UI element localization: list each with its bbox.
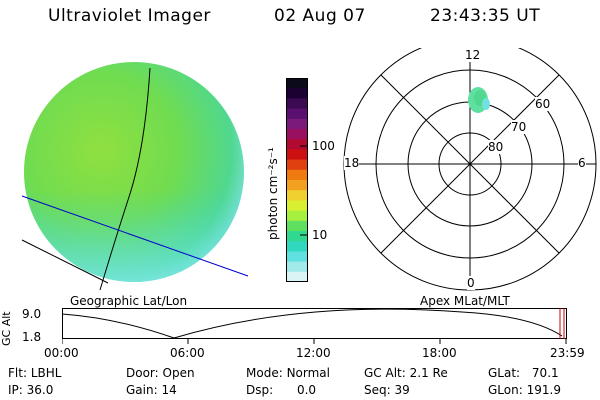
ytick-1-8: 1.8 — [22, 330, 42, 344]
colorbar-segment — [286, 118, 308, 130]
altitude-curve — [62, 308, 563, 339]
altitude-timeline — [62, 308, 567, 344]
info-ip: IP: 36.0 — [8, 383, 54, 397]
xtick-1800: 18:00 — [422, 346, 457, 360]
polar-plot — [343, 48, 597, 291]
lat-label-70: 70 — [511, 120, 527, 134]
mlt-label-0: 0 — [467, 276, 475, 290]
info-seq: Seq: 39 — [364, 383, 410, 397]
xtick-2359: 23:59 — [550, 346, 585, 360]
colorbar-tick-100: 100 — [312, 139, 335, 153]
colorbar-segment — [286, 251, 308, 263]
colorbar-segment — [286, 149, 308, 161]
info-gc-alt: GC Alt: 2.1 Re — [364, 366, 448, 380]
info-glon: GLon: 191.9 — [488, 383, 561, 397]
colorbar-segment — [286, 78, 308, 89]
info-glat: GLat: 70.1 — [488, 366, 559, 380]
colorbar-segment — [286, 159, 308, 171]
colorbar — [286, 78, 308, 282]
colorbar-segment — [286, 271, 308, 282]
time-label: 23:43:35 UT — [430, 6, 541, 26]
date-label: 02 Aug 07 — [274, 6, 366, 26]
colorbar-segment — [286, 200, 308, 212]
colorbar-segment — [286, 108, 308, 120]
colorbar-segment — [286, 98, 308, 110]
terminator-line — [21, 195, 249, 277]
colorbar-segment — [286, 180, 308, 191]
mlt-label-6: 6 — [578, 156, 586, 170]
xtick-0600: 06:00 — [170, 346, 205, 360]
info-dsp: Dsp: 0.0 — [246, 383, 317, 397]
info-mode: Mode: Normal — [246, 366, 330, 380]
earth-disk — [24, 62, 244, 282]
latitude-line — [21, 239, 109, 284]
mlt-label-12: 12 — [465, 48, 481, 62]
colorbar-segment — [286, 139, 308, 150]
ytick-9: 9.0 — [22, 307, 42, 321]
apex-label: Apex MLat/MLT — [420, 294, 510, 308]
timeline-ylabel: GC Alt — [0, 311, 13, 346]
colorbar-segment — [286, 129, 308, 140]
mlt-label-18: 18 — [344, 156, 360, 170]
auroral-blob — [468, 87, 490, 113]
colorbar-tick-10: 10 — [312, 228, 328, 242]
instrument-title: Ultraviolet Imager — [48, 6, 211, 26]
colorbar-segment — [286, 261, 308, 273]
xtick-0000: 00:00 — [44, 346, 79, 360]
lat-label-60: 60 — [535, 97, 551, 111]
info-door: Door: Open — [126, 366, 195, 380]
xtick-1200: 12:00 — [296, 346, 331, 360]
geographic-label: Geographic Lat/Lon — [70, 294, 188, 308]
colorbar-segment — [286, 190, 308, 201]
colorbar-segment — [286, 88, 308, 99]
colorbar-segment — [286, 231, 308, 242]
colorbar-segment — [286, 220, 308, 232]
colorbar-unit-label: photon cm⁻²s⁻¹ — [266, 147, 280, 240]
meridian-line — [99, 67, 151, 291]
info-flt: Flt: LBHL — [8, 366, 62, 380]
colorbar-segment — [286, 210, 308, 222]
info-gain: Gain: 14 — [126, 383, 177, 397]
colorbar-segment — [286, 169, 308, 181]
lat-label-80: 80 — [488, 140, 504, 154]
colorbar-segment — [286, 241, 308, 252]
